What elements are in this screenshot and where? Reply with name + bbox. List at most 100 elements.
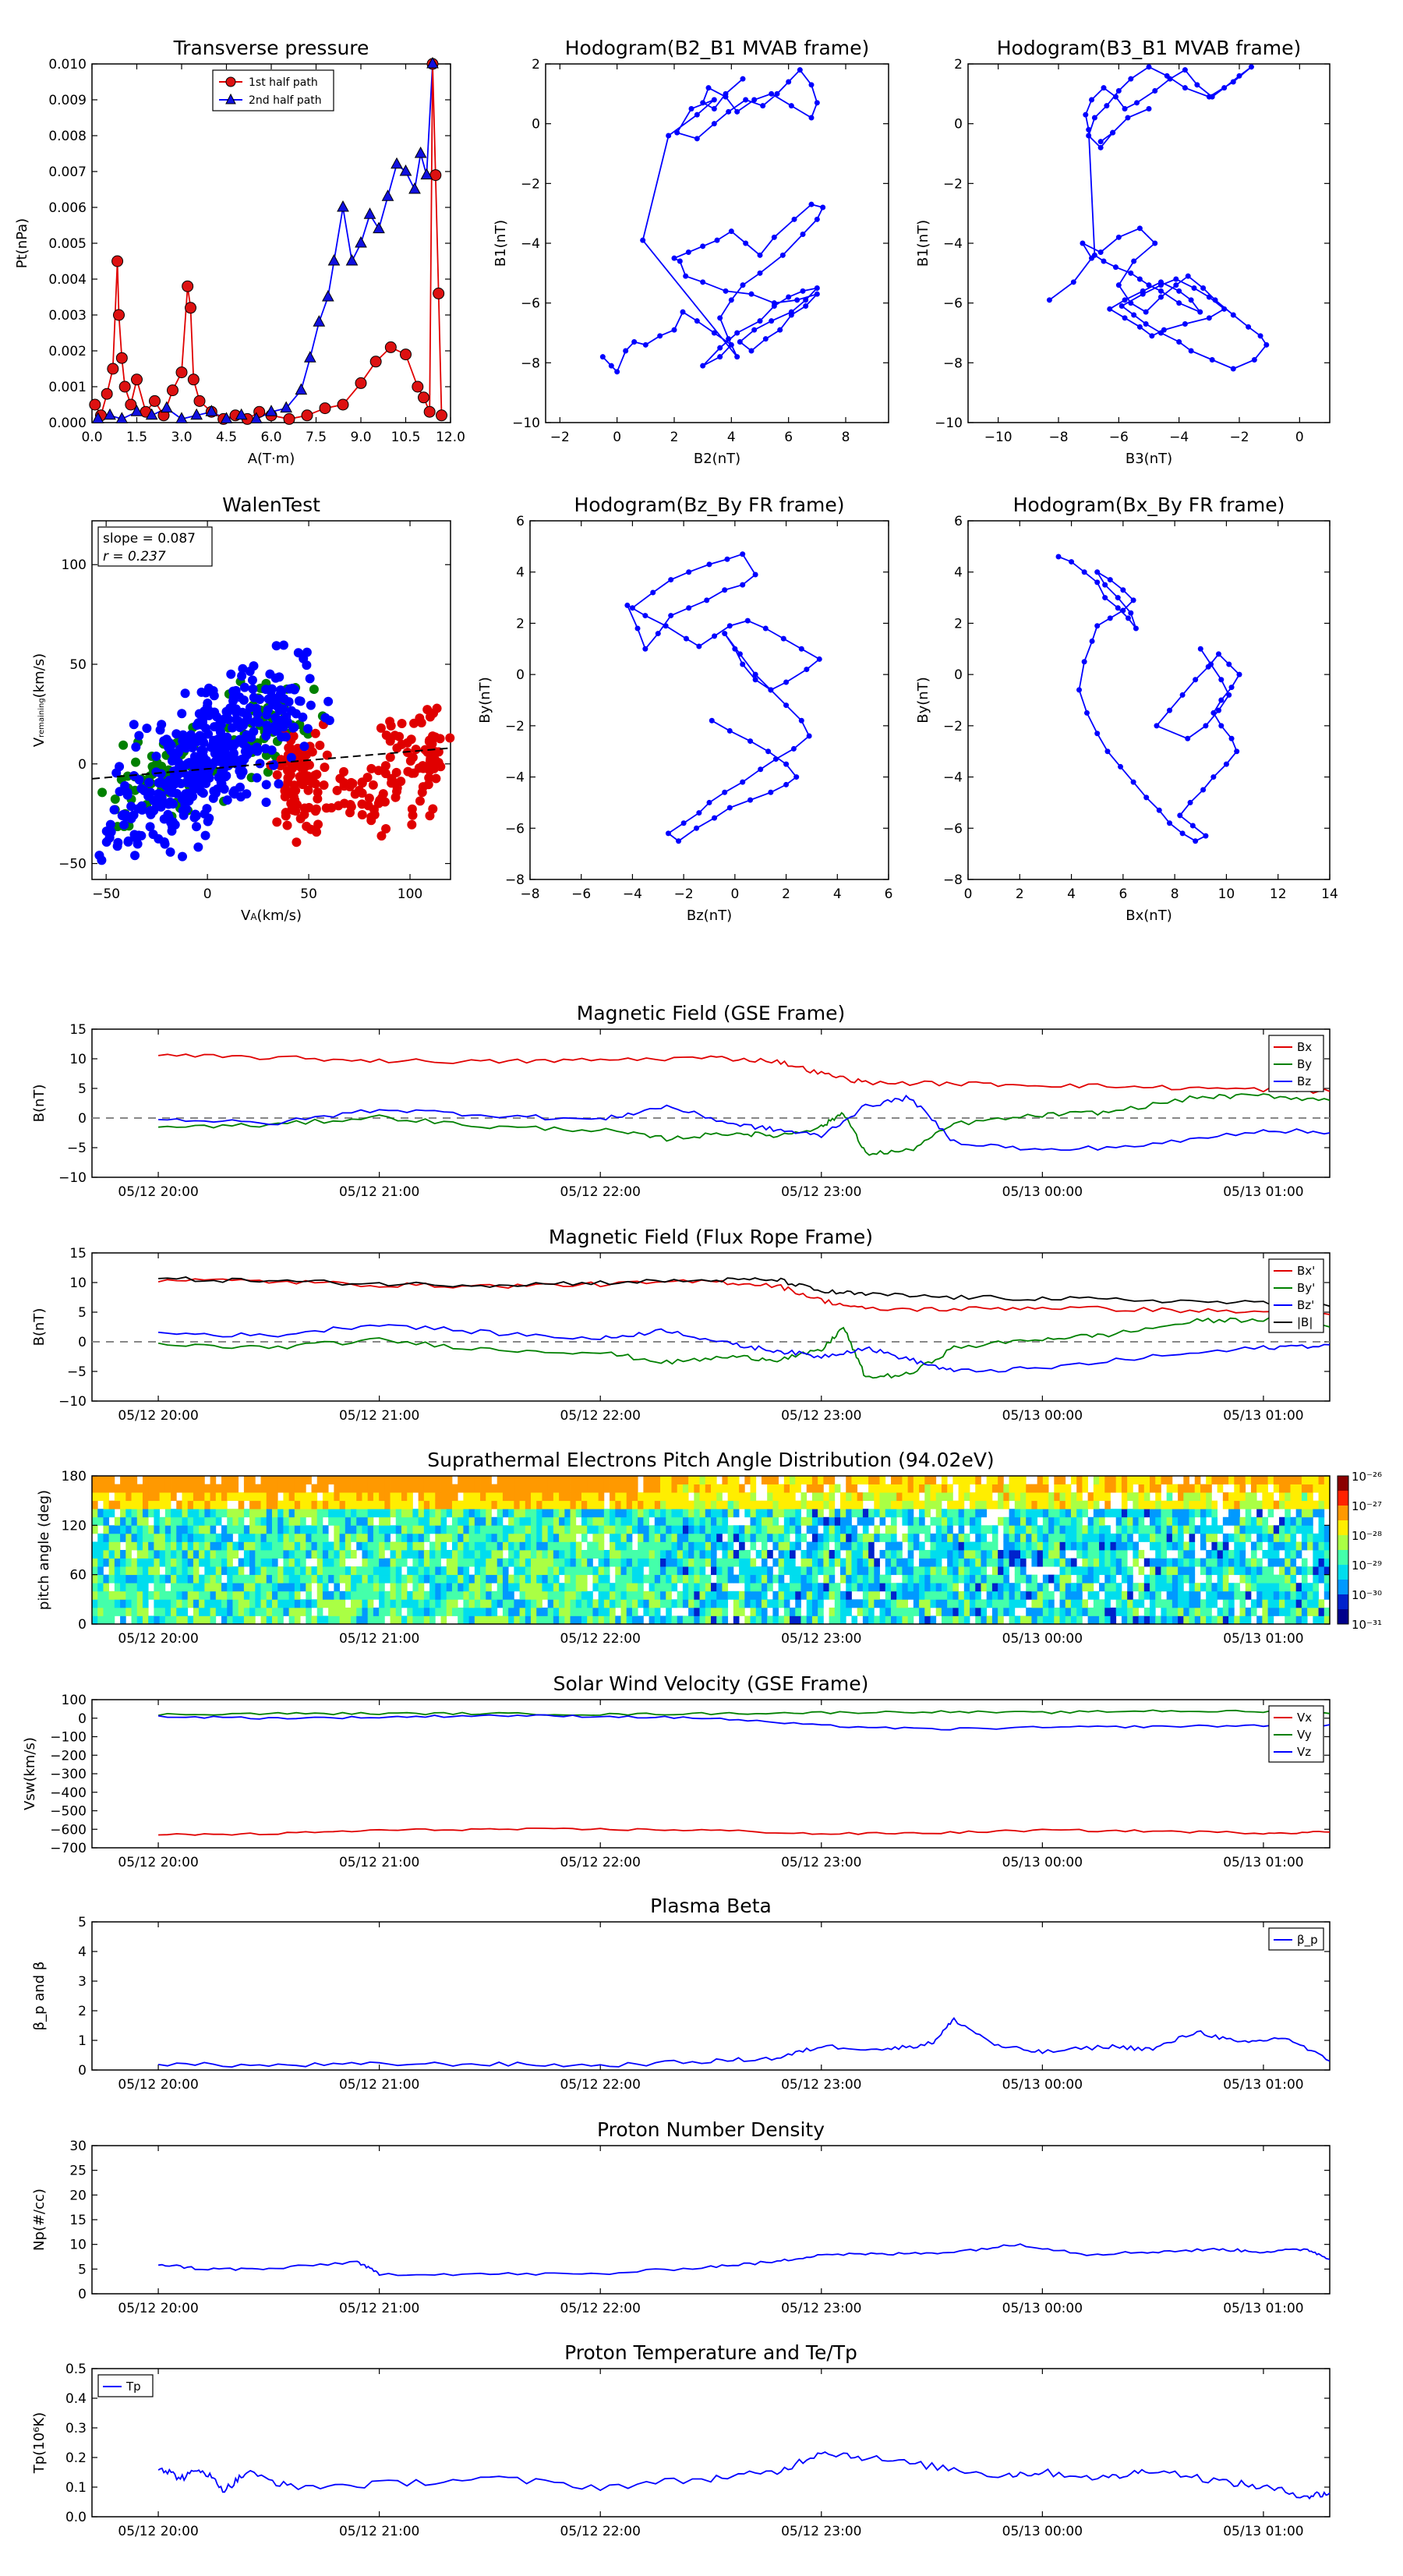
hodogram-point (768, 790, 773, 795)
heatmap-cell (677, 1525, 684, 1534)
heatmap-cell (716, 1615, 723, 1624)
heatmap-cell (1009, 1476, 1016, 1484)
heatmap-cell (874, 1599, 880, 1608)
heatmap-cell (368, 1509, 374, 1517)
heatmap-cell (176, 1615, 182, 1624)
heatmap-cell (115, 1541, 121, 1550)
data-point-2nd-half (401, 165, 412, 175)
heatmap-cell (1172, 1541, 1179, 1550)
heatmap-cell (373, 1591, 380, 1600)
heatmap-cell (334, 1501, 340, 1509)
heatmap-cell (1020, 1615, 1027, 1624)
heatmap-cell (148, 1476, 154, 1484)
heatmap-cell (1144, 1559, 1150, 1567)
heatmap-cell (115, 1492, 121, 1501)
heatmap-cell (317, 1566, 323, 1575)
heatmap-cell (683, 1559, 689, 1567)
hodogram-point (1180, 692, 1186, 698)
heatmap-cell (592, 1517, 599, 1526)
heatmap-cell (666, 1517, 672, 1526)
heatmap-cell (132, 1525, 138, 1534)
heatmap-cell (1167, 1599, 1173, 1608)
hodogram-point (758, 271, 763, 276)
heatmap-cell (340, 1599, 346, 1608)
heatmap-cell (221, 1559, 228, 1567)
chart-title: Hodogram(B2_B1 MVAB frame) (565, 37, 870, 59)
heatmap-cell (480, 1608, 486, 1616)
heatmap-cell (379, 1534, 385, 1542)
heatmap-cell (520, 1501, 526, 1509)
heatmap-cell (148, 1509, 154, 1517)
hodogram-point (1263, 342, 1269, 348)
heatmap-cell (419, 1525, 425, 1534)
heatmap-cell (272, 1525, 278, 1534)
heatmap-cell (1144, 1509, 1150, 1517)
hodogram-point (1167, 820, 1172, 826)
heatmap-cell (171, 1534, 177, 1542)
heatmap-cell (885, 1608, 892, 1616)
heatmap-cell (340, 1525, 346, 1534)
walen-point-blue (142, 724, 151, 733)
heatmap-cell (143, 1566, 149, 1575)
heatmap-cell (1076, 1591, 1083, 1600)
heatmap-cell (914, 1583, 920, 1591)
heatmap-cell (154, 1575, 160, 1583)
heatmap-cell (942, 1509, 948, 1517)
heatmap-cell (255, 1608, 261, 1616)
hodogram-point (1193, 838, 1198, 844)
heatmap-cell (239, 1583, 245, 1591)
heatmap-cell (204, 1591, 210, 1600)
heatmap-cell (677, 1484, 684, 1493)
hodogram-point (1092, 115, 1097, 121)
walen-point-blue (201, 831, 210, 840)
heatmap-cell (531, 1550, 537, 1559)
heatmap-cell (1026, 1575, 1032, 1583)
heatmap-cell (1195, 1583, 1201, 1591)
y-tick-label: −6 (943, 296, 963, 312)
hodogram-point (758, 318, 763, 324)
heatmap-cell (1217, 1575, 1224, 1583)
heatmap-cell (722, 1517, 728, 1526)
heatmap-cell (610, 1534, 616, 1542)
heatmap-cell (525, 1534, 532, 1542)
heatmap-cell (1139, 1534, 1145, 1542)
heatmap-cell (683, 1517, 689, 1526)
heatmap-cell (970, 1575, 976, 1583)
heatmap-cell (1088, 1559, 1094, 1567)
heatmap-cell (1048, 1550, 1055, 1559)
heatmap-cell (868, 1476, 875, 1484)
heatmap-cell (1211, 1615, 1217, 1624)
heatmap-cell (638, 1615, 644, 1624)
heatmap-cell (480, 1484, 486, 1493)
heatmap-cell (807, 1517, 813, 1526)
heatmap-cell (463, 1615, 469, 1624)
heatmap-cell (486, 1591, 492, 1600)
heatmap-cell (103, 1550, 109, 1559)
heatmap-cell (924, 1550, 931, 1559)
heatmap-cell (283, 1599, 289, 1608)
hodogram-point (768, 687, 773, 692)
heatmap-cell (188, 1484, 194, 1493)
heatmap-cell (711, 1476, 717, 1484)
heatmap-cell (486, 1559, 492, 1567)
legend-label: By' (1297, 1281, 1315, 1295)
heatmap-cell (115, 1599, 121, 1608)
heatmap-cell (947, 1566, 953, 1575)
walen-point-blue (202, 755, 211, 765)
heatmap-cell (1161, 1476, 1167, 1484)
data-point-1st-half (119, 381, 130, 392)
hodogram-point (1189, 297, 1194, 303)
heatmap-cell (447, 1566, 453, 1575)
heatmap-cell (520, 1541, 526, 1550)
heatmap-cell (463, 1525, 469, 1534)
heatmap-cell (779, 1575, 785, 1583)
heatmap-cell (255, 1534, 261, 1542)
heatmap-cell (1076, 1517, 1083, 1526)
heatmap-cell (1183, 1608, 1189, 1616)
heatmap-cell (317, 1534, 323, 1542)
hodogram-point (666, 830, 671, 836)
hodogram-point (684, 636, 689, 642)
x-tick-label: 2 (782, 886, 790, 902)
heatmap-cell (671, 1484, 677, 1493)
heatmap-cell (368, 1501, 374, 1509)
